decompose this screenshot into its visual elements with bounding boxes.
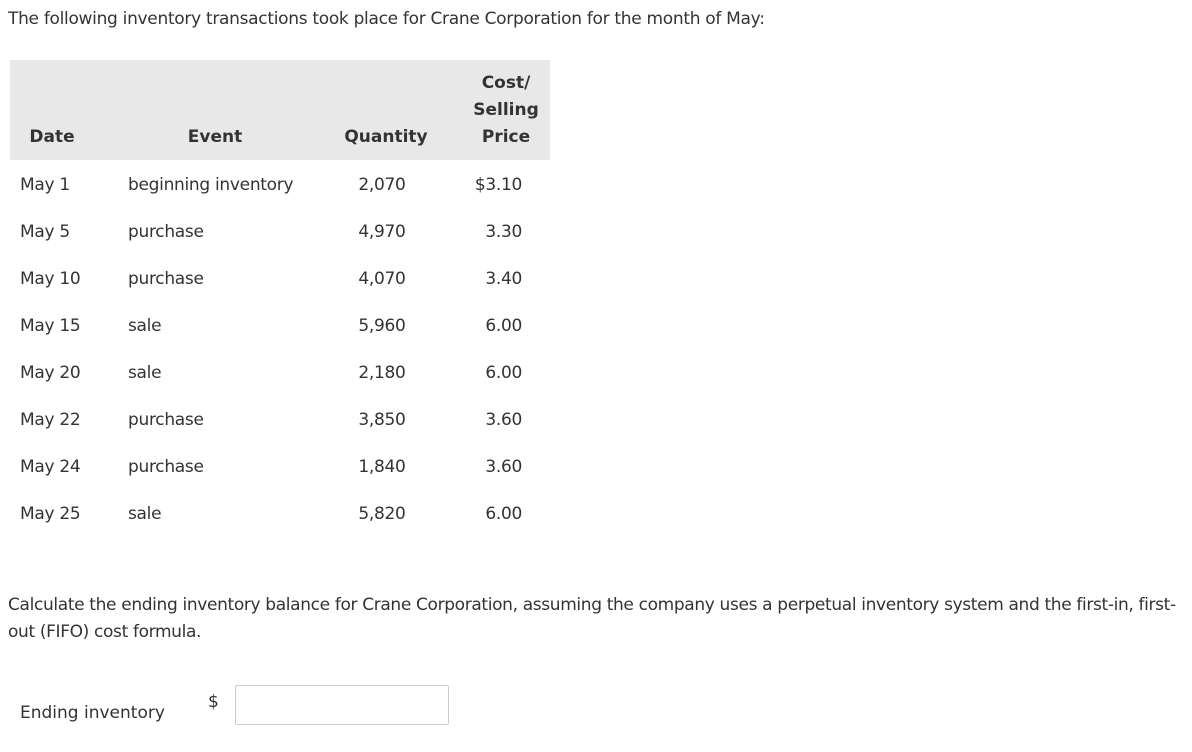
table-cell: 3.40 [485, 269, 522, 289]
table-cell: purchase [128, 410, 204, 430]
table-cell: 6.00 [485, 363, 522, 383]
table-cell: sale [128, 316, 162, 336]
table-cell: 3.30 [485, 222, 522, 242]
table-cell: purchase [128, 457, 204, 477]
table-cell: May 10 [20, 269, 81, 289]
table-cell: 4,070 [358, 269, 406, 289]
column-header: Date [29, 127, 75, 147]
intro-text: The following inventory transactions too… [8, 9, 765, 29]
table-cell: 3.60 [485, 410, 522, 430]
table-cell: purchase [128, 269, 204, 289]
table-cell: 5,960 [358, 316, 406, 336]
table-cell: beginning inventory [128, 175, 294, 195]
table-header: Date Event Quantity Cost/ Selling Price [10, 60, 550, 160]
table-cell: May 25 [20, 504, 81, 524]
table-cell: May 15 [20, 316, 81, 336]
table-cell: May 1 [20, 175, 70, 195]
table-cell: May 5 [20, 222, 70, 242]
column-header: Quantity [344, 127, 428, 147]
table-cell: May 22 [20, 410, 81, 430]
column-header: Event [187, 127, 243, 147]
answer-input[interactable] [235, 685, 449, 725]
table-cell: 6.00 [485, 316, 522, 336]
column-header: Cost/ Selling Price [473, 73, 539, 147]
table-cell: $3.10 [474, 175, 522, 195]
table-cell: 6.00 [485, 504, 522, 524]
table-cell: 2,180 [358, 363, 406, 383]
table-cell: May 24 [20, 457, 81, 477]
table-cell: 2,070 [358, 175, 406, 195]
table-cell: May 20 [20, 363, 81, 383]
currency-sign: $ [208, 692, 219, 712]
table-cell: 1,840 [358, 457, 406, 477]
table-cell: sale [128, 504, 162, 524]
table-cell: purchase [128, 222, 204, 242]
table-cell: 5,820 [358, 504, 406, 524]
table-cell: 3,850 [358, 410, 406, 430]
table-cell: 4,970 [358, 222, 406, 242]
answer-label: Ending inventory [20, 703, 165, 723]
table-cell: 3.60 [485, 457, 522, 477]
table-cell: sale [128, 363, 162, 383]
question-text: Calculate the ending inventory balance f… [8, 595, 1176, 642]
